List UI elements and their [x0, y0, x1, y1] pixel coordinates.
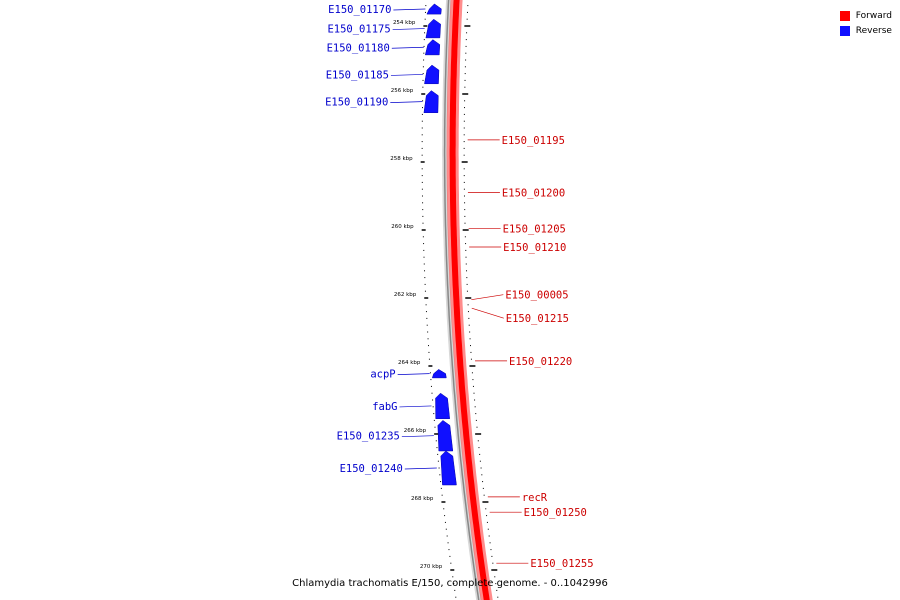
forward-band-glow: [446, 0, 493, 600]
feature-labels: E150_01170 E150_01175 E150_01180 E150_01185…: [325, 4, 593, 570]
legend-forward-label: Forward: [855, 10, 892, 21]
forward-feature-label: E150_01250: [524, 507, 587, 519]
reverse-swatch: [839, 25, 850, 36]
reverse-leader-line: [390, 101, 423, 103]
tick-label: 270 kbp: [420, 564, 443, 570]
reverse-leader-line: [391, 46, 424, 49]
reverse-leader-line: [393, 8, 426, 11]
forward-band: [449, 0, 490, 600]
forward-feature-label: E150_01195: [502, 135, 565, 147]
tick-label: 266 kbp: [404, 428, 427, 434]
reverse-leader-line: [397, 373, 430, 375]
reverse-leader-line: [401, 435, 434, 438]
forward-feature-label: E150_01205: [503, 223, 566, 235]
reverse-feature-block: [435, 392, 450, 419]
forward-leader-line: [471, 294, 504, 301]
forward-swatch: [839, 10, 850, 21]
reverse-feature-label: fabG: [372, 401, 397, 413]
legend-forward: Forward: [839, 8, 892, 23]
reverse-leader-line: [390, 74, 423, 76]
reverse-feature-block: [431, 369, 447, 379]
forward-feature-label: E150_01215: [506, 313, 569, 325]
forward-leader-line: [471, 307, 504, 319]
reverse-leader-line: [392, 28, 425, 30]
forward-feature-label: E150_01220: [509, 356, 572, 368]
reverse-feature-label: E150_01175: [327, 24, 390, 36]
reverse-feature-label: E150_01185: [326, 69, 389, 81]
reverse-feature-block: [440, 450, 457, 486]
reverse-feature-track: [423, 3, 457, 486]
reverse-feature-label: E150_01240: [340, 463, 403, 475]
reverse-feature-block: [424, 64, 440, 85]
forward-feature-label: E150_00005: [505, 290, 568, 302]
reverse-feature-block: [423, 90, 439, 113]
forward-feature-label: recR: [522, 492, 548, 504]
tick-label: 256 kbp: [391, 88, 414, 94]
forward-feature-label: E150_01255: [530, 558, 593, 570]
reverse-feature-block: [424, 39, 441, 56]
backbone-line: [443, 0, 480, 600]
reverse-feature-label: E150_01180: [327, 42, 390, 54]
reverse-feature-label: E150_01190: [325, 97, 388, 109]
reverse-leader-line: [399, 405, 432, 408]
forward-feature-label: E150_01210: [503, 242, 566, 254]
legend-reverse-label: Reverse: [855, 25, 892, 36]
tick-label: 260 kbp: [391, 224, 414, 230]
reverse-feature-label: acpP: [370, 369, 395, 381]
tick-label: 258 kbp: [390, 156, 413, 162]
genome-backbone: [442, 0, 482, 600]
sequence-caption: Chlamydia trachomatis E/150, complete ge…: [292, 578, 608, 589]
tick-label: 264 kbp: [398, 360, 421, 366]
forward-feature-label: E150_01200: [502, 188, 565, 200]
legend-reverse: Reverse: [839, 23, 892, 38]
reverse-feature-label: E150_01170: [328, 4, 391, 16]
tick-label: 254 kbp: [393, 20, 416, 26]
tick-label: 262 kbp: [394, 292, 417, 298]
forward-feature-track: [446, 0, 493, 600]
reverse-feature-label: E150_01235: [337, 431, 400, 443]
legend: Forward Reverse: [839, 8, 892, 38]
scale-ticks: 254 kbp 256 kbp 258 kbp 260 kbp 262 kbp 264 k…: [390, 5, 499, 598]
reverse-feature-block: [426, 3, 442, 15]
reverse-feature-block: [437, 420, 454, 452]
reverse-feature-block: [425, 18, 441, 39]
tick-label: 268 kbp: [411, 496, 434, 502]
reverse-leader-line: [404, 467, 437, 470]
